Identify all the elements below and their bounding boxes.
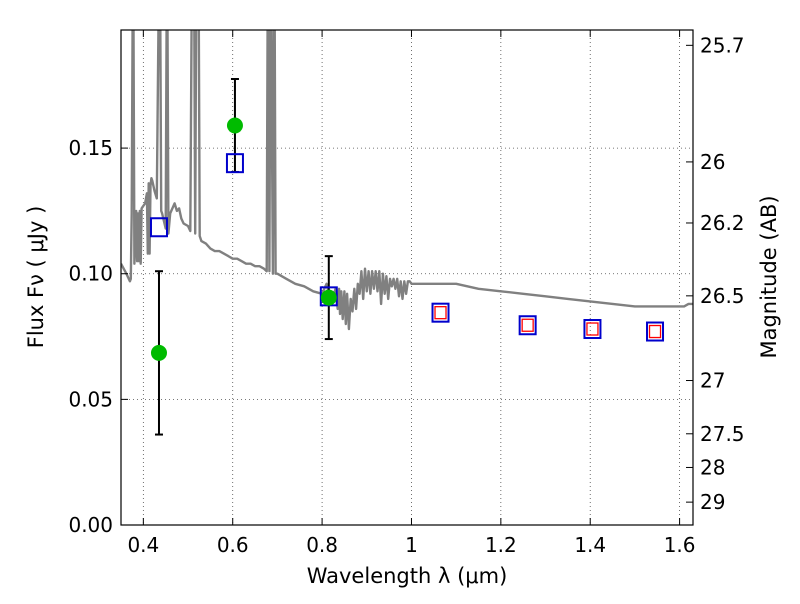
- x-tick-label: 1.4: [574, 533, 606, 557]
- y2-tick-label: 29: [700, 490, 725, 514]
- model-bandpass-inner-square: [648, 324, 662, 339]
- plot-frame: [120, 29, 694, 526]
- model-bandpass-inner-square: [586, 322, 599, 336]
- x-tick-label: 1: [405, 533, 418, 557]
- x-tick-label: 1.6: [664, 533, 696, 557]
- model-bandpass-square: [431, 302, 450, 323]
- model-bandpass-square: [149, 217, 168, 238]
- model-bandpass-square: [646, 321, 665, 342]
- y2-tick-label: 27: [700, 369, 725, 393]
- y2-tick-label: 26.5: [700, 284, 745, 308]
- y2-tick-label: 27.5: [700, 422, 745, 446]
- y2-tick-label: 26: [700, 150, 725, 174]
- axis-ticks: 0.4 0.6 0.8 1 1.2 1.4 1.6 0.00 0.05 0.10 0.15 25.7 2…: [68, 30, 745, 557]
- observed-point: [320, 289, 337, 306]
- y2-tick-label: 25.7: [700, 33, 745, 57]
- y2-axis-label: Magnitude (AB): [757, 195, 781, 358]
- x-tick-label: 0.4: [127, 533, 159, 557]
- data-layer: [121, 30, 693, 436]
- y2-tick-label: 26.2: [700, 211, 745, 235]
- x-tick-label: 0.8: [306, 533, 338, 557]
- model-bandpass-inner-square: [434, 306, 447, 320]
- model-bandpass-square: [518, 315, 537, 336]
- observed-point: [226, 117, 243, 134]
- y-axis-label: Flux Fν ( μJy ): [24, 206, 48, 349]
- grid-lines: [121, 30, 693, 526]
- y-tick-label: 0.10: [68, 262, 113, 286]
- y2-tick-label: 28: [700, 455, 725, 479]
- model-bandpass-square: [583, 319, 602, 340]
- y-tick-label: 0.05: [68, 387, 113, 411]
- model-bandpass-square: [225, 153, 244, 174]
- x-axis-label: Wavelength λ (μm): [307, 564, 508, 588]
- observed-point: [150, 344, 167, 361]
- x-tick-label: 0.6: [217, 533, 249, 557]
- y-tick-label: 0.15: [68, 136, 113, 160]
- y-tick-label: 0.00: [68, 513, 113, 537]
- sed-model-line: [121, 30, 693, 331]
- model-bandpass-inner-square: [521, 318, 534, 332]
- x-tick-label: 1.2: [485, 533, 517, 557]
